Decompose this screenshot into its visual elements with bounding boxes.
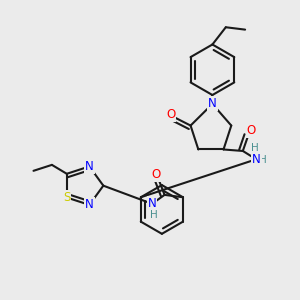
Text: O: O <box>151 168 160 181</box>
Text: N: N <box>208 98 217 110</box>
Text: S: S <box>63 191 70 204</box>
Text: N: N <box>148 197 157 210</box>
Text: N: N <box>85 198 94 212</box>
Text: O: O <box>166 108 175 122</box>
Text: H: H <box>259 155 267 166</box>
Text: N: N <box>85 160 94 173</box>
Text: O: O <box>247 124 256 137</box>
Text: H: H <box>150 210 158 220</box>
Text: H: H <box>251 143 259 153</box>
Text: N: N <box>252 153 261 166</box>
